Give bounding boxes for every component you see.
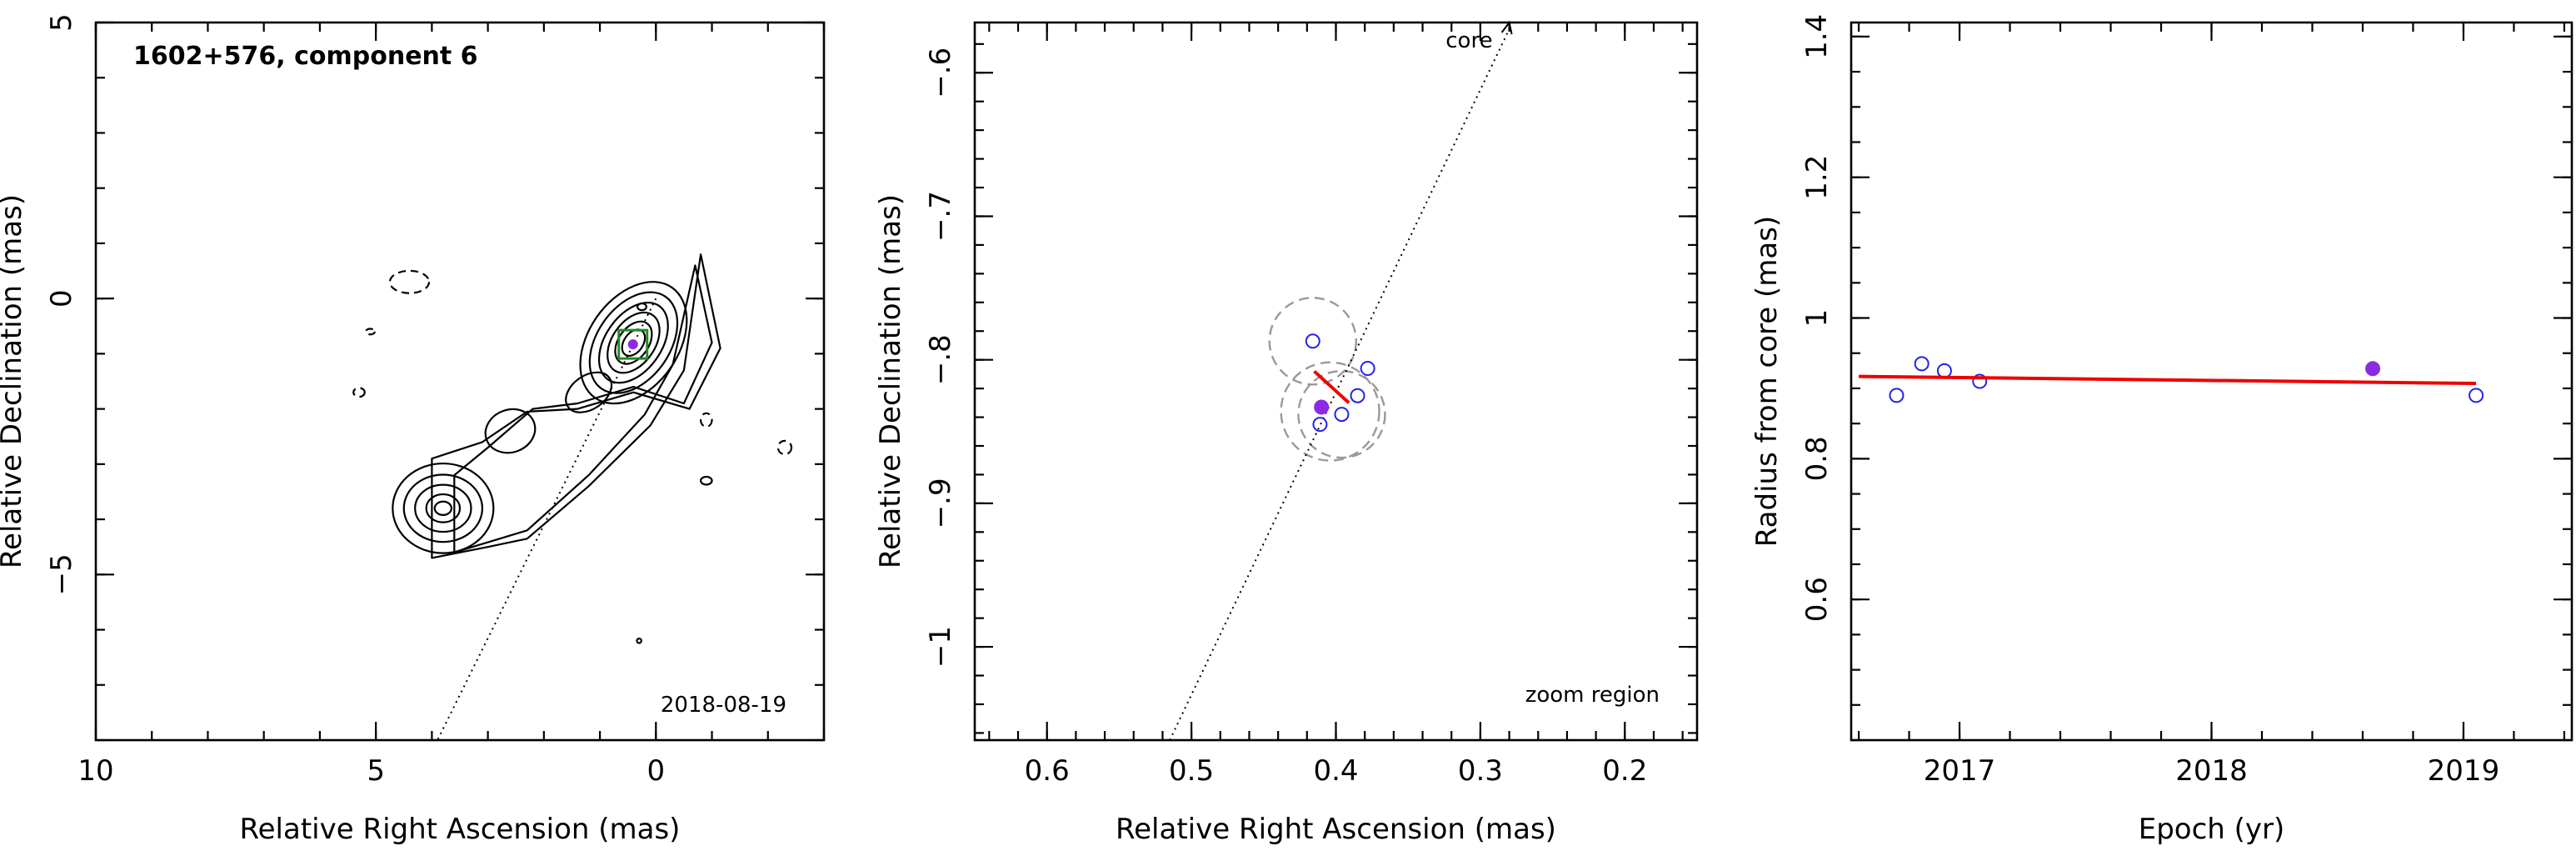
y-axis-label: Relative Declination (mas): [0, 194, 28, 568]
axis-ticks: 10 5 0 5 0 −5: [45, 13, 826, 788]
x-axis-label: Relative Right Ascension (mas): [1116, 813, 1556, 846]
panel-radius-vs-epoch: 2017 2018 2019 0.6 0.8 1 1.2 1.4 Epoch (yr) Rad…: [1750, 14, 2574, 846]
x-tick-label: 2017: [1924, 754, 1996, 788]
axis-ticks: 0.6 0.5 0.4 0.3 0.2 −.6 −.7 −.8 −.9 −1: [924, 23, 1697, 788]
fit-line: [1859, 374, 2477, 386]
uncertainty-circles: [1268, 297, 1386, 462]
core-direction-line: [1169, 28, 1510, 741]
small-contour: [699, 475, 713, 486]
panel-contour-map: 10 5 0 5 0 −5 1602+576, component 6 2018-08-1…: [0, 13, 826, 846]
x-tick-label: 10: [77, 754, 113, 788]
y-tick-label: 0: [45, 289, 78, 308]
core-contour: [579, 281, 688, 405]
filled-point: [2365, 361, 2381, 377]
x-tick-label: 0.5: [1169, 754, 1214, 788]
y-tick-label: 1.2: [1800, 155, 1834, 200]
knot-contour: [414, 483, 472, 533]
x-tick-label: 2019: [2428, 754, 2500, 788]
y-tick-label: 1.4: [1800, 14, 1834, 59]
open-point: [1312, 417, 1328, 433]
panel-title: 1602+576, component 6: [133, 42, 478, 71]
open-point: [1350, 388, 1365, 403]
x-axis-label: Relative Right Ascension (mas): [240, 813, 681, 846]
y-tick-label: 1: [1800, 309, 1834, 328]
negative-contour: [388, 269, 431, 294]
y-tick-label: −.8: [924, 334, 957, 385]
knot-contour: [484, 408, 537, 454]
open-point: [1914, 356, 1930, 372]
data-points: [1305, 333, 1375, 433]
y-tick-label: 0.8: [1800, 436, 1834, 481]
negative-contour: [364, 328, 376, 336]
data-points: [1889, 356, 2484, 403]
open-point: [1360, 361, 1375, 377]
uncertainty-circle: [1280, 361, 1380, 462]
zoom-note: zoom region: [1525, 683, 1660, 708]
core-contour: [607, 311, 661, 374]
y-axis-label: Radius from core (mas): [1750, 216, 1784, 547]
negative-contour: [699, 412, 713, 428]
x-tick-label: 0.6: [1025, 754, 1070, 788]
open-point: [1889, 388, 1905, 403]
arrow-icon: [1500, 20, 1513, 35]
knot-contour: [433, 500, 453, 516]
epoch-label: 2018-08-19: [661, 693, 786, 718]
filled-point: [1314, 399, 1330, 415]
knot-contour: [402, 473, 483, 543]
core-direction-line: [437, 298, 657, 741]
component-marker: [627, 339, 638, 350]
negative-contour: [352, 387, 366, 398]
x-tick-label: 0.3: [1458, 754, 1503, 788]
open-point: [1972, 373, 1988, 389]
x-tick-label: 2018: [2175, 754, 2248, 788]
knot-contour: [565, 371, 613, 413]
plot-frame: [94, 21, 826, 742]
y-tick-label: 0.6: [1800, 577, 1834, 622]
jet-contour: [431, 253, 721, 559]
fit-segment: [1313, 369, 1350, 404]
y-tick-label: −1: [924, 626, 957, 668]
open-point: [2469, 388, 2484, 403]
y-tick-label: −.9: [924, 478, 957, 528]
x-tick-label: 0.4: [1313, 754, 1358, 788]
y-tick-label: 5: [45, 13, 78, 32]
x-tick-label: 0: [646, 754, 665, 788]
y-tick-label: −5: [45, 553, 78, 595]
core-label: core: [1445, 28, 1492, 53]
core-contour: [597, 301, 669, 384]
y-tick-label: −.7: [924, 191, 957, 242]
small-contour: [636, 637, 642, 644]
panel-zoom: 0.6 0.5 0.4 0.3 0.2 −.6 −.7 −.8 −.9 −1 core zoom …: [874, 20, 1699, 846]
open-point: [1334, 407, 1350, 423]
x-tick-label: 0.2: [1602, 754, 1647, 788]
knot-contour: [425, 493, 462, 523]
contour-map: [352, 253, 793, 644]
core-contour: [588, 291, 679, 394]
uncertainty-circle: [1268, 297, 1357, 386]
negative-contour: [776, 439, 793, 456]
component-box: [617, 328, 649, 360]
y-tick-label: −.6: [924, 48, 957, 98]
axis-ticks: 2017 2018 2019 0.6 0.8 1 1.2 1.4: [1800, 14, 2572, 788]
uncertainty-circle: [1297, 369, 1386, 459]
core-contour: [637, 302, 647, 312]
open-point: [1936, 363, 1952, 378]
y-axis-label: Relative Declination (mas): [874, 194, 907, 568]
knot-contour: [392, 462, 495, 554]
x-tick-label: 5: [367, 754, 385, 788]
x-axis-label: Epoch (yr): [2139, 813, 2285, 846]
plot-frame: [973, 21, 1699, 742]
jet-contour: [453, 264, 713, 553]
open-point: [1305, 333, 1320, 349]
